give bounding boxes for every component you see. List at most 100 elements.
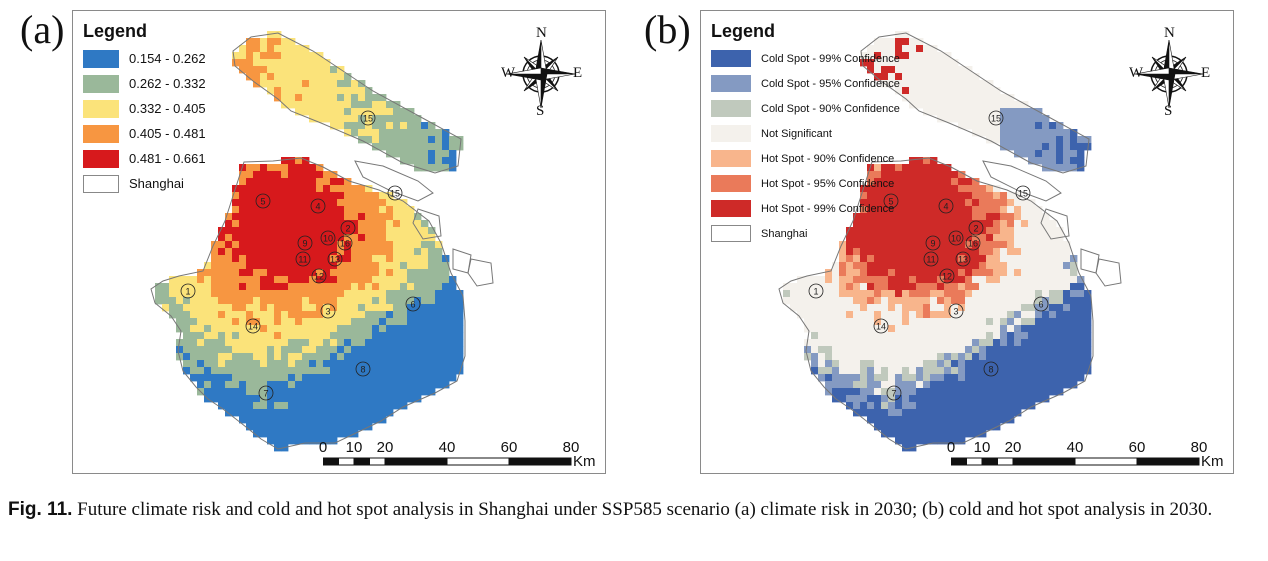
map-cell [923,346,931,354]
map-cell [267,269,275,277]
map-cell [1007,381,1015,389]
map-cell [372,325,380,333]
map-cell [316,80,324,88]
map-cell [1000,213,1008,221]
map-cell [1021,290,1029,298]
map-cell [344,185,352,193]
map-cell [1000,122,1008,130]
map-cell [937,416,945,424]
map-cell [435,290,443,298]
map-cell [1000,381,1008,389]
map-cell [316,437,324,445]
map-cell [958,108,966,116]
map-cell [379,388,387,396]
map-cell [267,45,275,53]
map-cell [169,304,177,312]
map-cell [993,227,1001,235]
map-cell [916,101,924,109]
scale-bar-graphic [951,457,1200,466]
map-cell [846,360,854,368]
map-cell [972,227,980,235]
district-label: 6 [1038,300,1043,310]
legend-swatch [711,50,751,67]
map-cell [923,185,931,193]
west-label: W [1129,65,1144,81]
map-cell [916,66,924,74]
map-cell [811,283,819,291]
map-cell [295,59,303,67]
map-cell [372,416,380,424]
map-cell [400,353,408,361]
map-cell [295,171,303,179]
map-cell [323,206,331,214]
map-cell [1056,304,1064,312]
map-cell [225,360,233,368]
map-cell [902,227,910,235]
map-cell [414,234,422,242]
map-cell [937,87,945,95]
map-cell [818,297,826,305]
map-cell [428,157,436,165]
map-cell [386,269,394,277]
map-cell [379,101,387,109]
map-cell [358,129,366,137]
map-cell [986,227,994,235]
map-cell [972,234,980,242]
map-cell [386,395,394,403]
map-cell [986,395,994,403]
map-cell [330,227,338,235]
map-cell [302,45,310,53]
map-cell [239,395,247,403]
map-cell [1014,367,1022,375]
map-cell [274,444,282,452]
map-cell [1056,297,1064,305]
map-cell [972,367,980,375]
map-cell [183,290,191,298]
map-cell [211,290,219,298]
map-cell [253,38,261,46]
map-cell [358,409,366,417]
map-cell [421,325,429,333]
map-cell [386,262,394,270]
map-cell [881,164,889,172]
map-cell [281,255,289,263]
map-cell [400,402,408,410]
map-cell [421,318,429,326]
compass-rose-icon [1134,39,1204,109]
map-cell [337,73,345,81]
map-cell [951,325,959,333]
map-cell [386,360,394,368]
map-cell [895,423,903,431]
map-cell [330,73,338,81]
map-cell [832,311,840,319]
map-cell [330,339,338,347]
map-cell [379,283,387,291]
map-cell [944,332,952,340]
map-cell [344,381,352,389]
map-cell [316,66,324,74]
map-cell [1049,157,1057,165]
map-cell [972,395,980,403]
map-cell [358,311,366,319]
map-cell [260,374,268,382]
map-cell [407,241,415,249]
panel-b-letter: (b) [644,7,691,52]
map-cell [944,374,952,382]
map-cell [393,283,401,291]
map-cell [330,437,338,445]
map-cell [358,241,366,249]
map-cell [993,108,1001,116]
map-cell [895,73,903,81]
map-cell [302,234,310,242]
legend-swatch [711,175,751,192]
map-cell [909,213,917,221]
map-cell [204,325,212,333]
map-cell [274,297,282,305]
map-cell [281,206,289,214]
map-cell [923,255,931,263]
map-cell [1070,276,1078,284]
map-cell [1000,395,1008,403]
map-cell [951,409,959,417]
map-cell [1007,402,1015,410]
map-cell [944,115,952,123]
